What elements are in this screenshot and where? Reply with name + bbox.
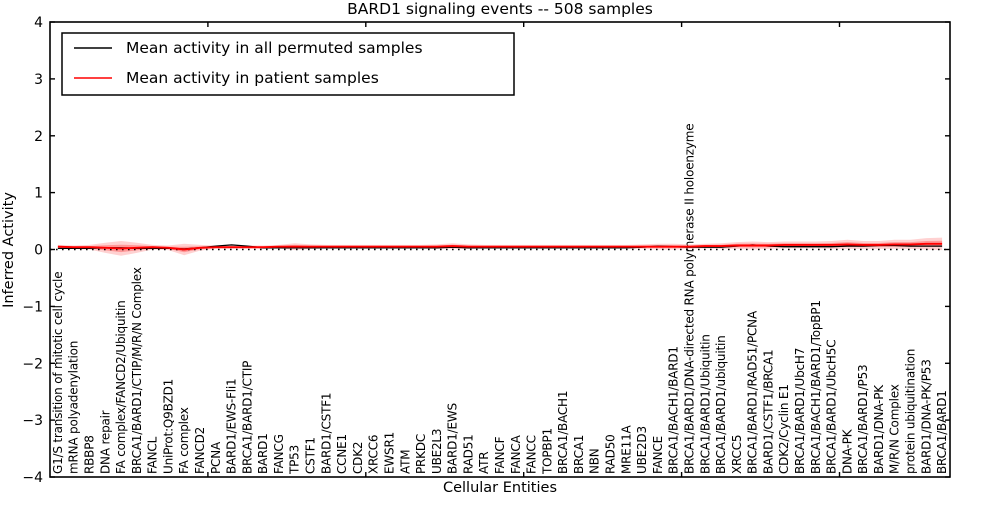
- x-category-label: RBBP8: [83, 435, 97, 474]
- x-category-label: BRCA1/BACH1/BARD1/TopBP1: [809, 300, 823, 474]
- patient-mean-line: [57, 242, 943, 251]
- x-category-label: CCNE1: [335, 434, 349, 474]
- x-category-label: ATM: [398, 450, 412, 474]
- x-category-label: G1/S transition of mitotic cell cycle: [51, 272, 65, 474]
- y-tick-label: 4: [34, 15, 43, 31]
- x-category-label: FANCG: [272, 434, 286, 474]
- y-tick-label: 2: [34, 129, 43, 145]
- x-category-label: XRCC5: [730, 435, 744, 474]
- x-category-label: protein ubiquitination: [904, 349, 918, 474]
- x-category-label: M/R/N Complex: [888, 384, 902, 474]
- x-category-label: BRCA1/BARD1/ubiquitin: [714, 336, 728, 475]
- legend-patient-label: Mean activity in patient samples: [126, 69, 379, 87]
- x-category-label: BRCA1/BACH1/BARD1: [667, 346, 681, 474]
- x-category-label: BRCA1/BARD1/RAD51/PCNA: [746, 310, 760, 474]
- x-category-label: BRCA1/BARD1/Ubiquitin: [698, 334, 712, 474]
- y-tick-label: 1: [34, 186, 43, 202]
- x-category-label: BRCA1/BARD1/UbcH7: [793, 348, 807, 474]
- x-category-label: BRCA1/BACH1: [556, 391, 570, 474]
- x-category-label: TP53: [288, 445, 302, 475]
- axes-ticks: −4 −3 −2 −1 0 1 2 3 4: [22, 15, 950, 486]
- x-category-label: PRKDC: [414, 434, 428, 474]
- x-category-label: BARD1/DNA-PK/P53: [919, 359, 933, 474]
- x-category-label: ATR: [477, 452, 491, 474]
- x-category-label: NBN: [588, 448, 602, 474]
- x-category-label: BRCA1/BARD1/CTIP: [240, 361, 254, 474]
- x-category-label: FANCF: [493, 436, 507, 474]
- x-category-label: FA complex: [177, 407, 191, 474]
- chart-title: BARD1 signaling events -- 508 samples: [347, 0, 653, 18]
- legend: Mean activity in all permuted samples Me…: [61, 32, 515, 96]
- y-tick-label: −1: [22, 299, 43, 315]
- x-category-label: BARD1/DNA-PK: [872, 384, 886, 474]
- x-category-label: UBE2L3: [430, 429, 444, 474]
- y-tick-label: −3: [22, 413, 43, 429]
- x-category-label: TOPBP1: [540, 428, 554, 475]
- x-category-label: CDK2/Cyclin E1: [777, 384, 791, 474]
- x-category-label: FANCC: [525, 435, 539, 474]
- x-category-label: BRCA1/BARD1/P53: [856, 365, 870, 474]
- y-tick-label: −4: [22, 470, 43, 486]
- x-category-label: EWSR1: [383, 432, 397, 474]
- x-category-label: BARD1/EWS: [446, 403, 460, 474]
- legend-permuted-label: Mean activity in all permuted samples: [126, 39, 423, 57]
- x-category-label: BARD1/CSTF1: [319, 393, 333, 474]
- y-tick-label: 3: [34, 72, 43, 88]
- x-category-label: DNA repair: [98, 410, 112, 474]
- x-category-label: mRNA polyadenylation: [67, 341, 81, 474]
- x-category-label: RAD50: [604, 434, 618, 474]
- x-category-label: PCNA: [209, 441, 223, 474]
- x-category-label: FANCL: [146, 436, 160, 474]
- x-category-labels: G1/S transition of mitotic cell cycle mRN…: [51, 124, 949, 475]
- x-category-label: MRE11A: [619, 424, 633, 474]
- x-category-label: BRCA1/BARD1/DNA-directed RNA polymerase …: [683, 124, 697, 474]
- x-category-label: RAD51: [461, 434, 475, 474]
- x-category-label: XRCC6: [367, 435, 381, 474]
- x-category-label: BARD1: [256, 433, 270, 474]
- y-tick-label: 0: [34, 243, 43, 259]
- plot-frame: [49, 21, 951, 478]
- x-category-label: BRCA1/BARD1/CTIP/M/R/N Complex: [130, 267, 144, 474]
- x-category-label: UniProt:Q9BZD1: [161, 379, 175, 474]
- x-category-label: FANCE: [651, 436, 665, 474]
- x-category-label: BARD1/EWS-Fli1: [225, 379, 239, 475]
- x-category-label: DNA-PK: [840, 428, 854, 474]
- series-lines: [57, 242, 943, 251]
- legend-box: [61, 32, 515, 96]
- x-category-label: CSTF1: [304, 437, 318, 474]
- x-category-label: BRCA1: [572, 435, 586, 474]
- x-category-label: FANCA: [509, 434, 523, 474]
- x-category-label: FANCD2: [193, 427, 207, 474]
- x-category-label: BARD1/CSTF1/BRCA1: [761, 350, 775, 474]
- x-category-label: CDK2: [351, 442, 365, 474]
- y-tick-label: −2: [22, 356, 43, 372]
- x-category-label: BRCA1/BARD1/UbcH5C: [825, 340, 839, 474]
- x-category-label: UBE2D3: [635, 426, 649, 474]
- x-category-label: FA complex/FANCD2/Ubiquitin: [114, 300, 128, 474]
- x-category-label: BRCA1/BARD1: [935, 390, 949, 474]
- y-axis-title: Inferred Activity: [1, 192, 17, 308]
- x-axis-title: Cellular Entities: [443, 480, 557, 496]
